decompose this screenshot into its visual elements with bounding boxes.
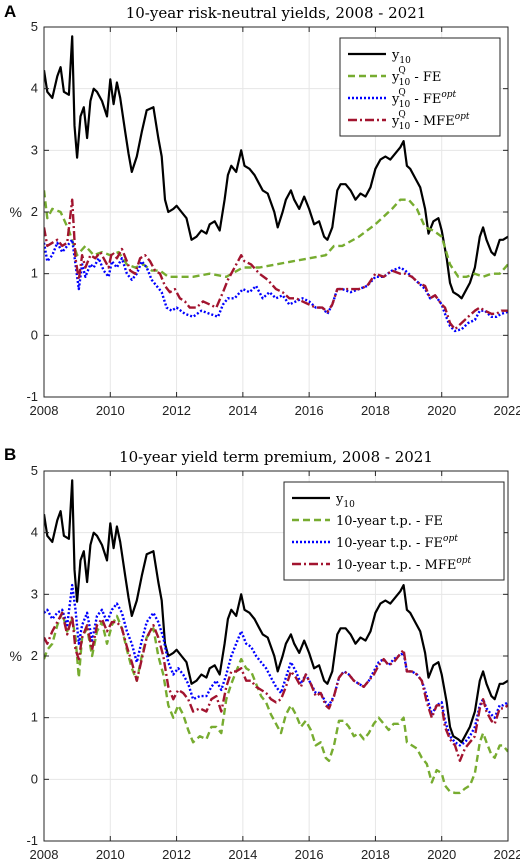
legend-label-sub: 10 (399, 56, 411, 66)
legend-label-suffix-sup: opt (456, 556, 471, 566)
y-tick-label: 4 (31, 81, 38, 96)
legend-label-1: y10 (391, 48, 411, 66)
legend-label-2: yQ 10 - FE (391, 66, 441, 88)
legend-label-sub: 10 (399, 122, 411, 132)
x-tick-label: 2008 (30, 403, 59, 418)
y-axis-label: % (10, 648, 22, 664)
panel-letter: B (4, 445, 16, 464)
legend-label-sub: 10 (399, 78, 411, 88)
legend-label-1: y10 (335, 492, 355, 510)
series-line-2 (44, 611, 508, 795)
legend-label-main: y (391, 70, 400, 85)
legend-label-suffix: - FE (410, 70, 441, 85)
y-tick-label: 5 (31, 19, 38, 34)
legend-label-4: yQ 10 - MFEopt (391, 110, 470, 132)
chart-title: 10-year risk-neutral yields, 2008 - 2021 (126, 4, 427, 22)
series-line-1 (44, 479, 508, 744)
legend-label-main: 10-year t.p. - FE (336, 536, 443, 551)
y-tick-label: 3 (31, 586, 38, 601)
x-tick-label: 2018 (361, 847, 390, 862)
x-tick-label: 2018 (361, 403, 390, 418)
x-tick-label: 2020 (427, 403, 456, 418)
legend-label-main: y (391, 48, 400, 63)
legend-label-main: y (391, 92, 400, 107)
legend-label-suffix-sup: opt (441, 90, 456, 100)
legend-label-4: 10-year t.p. - MFEopt (336, 556, 472, 573)
y-tick-label: 2 (31, 204, 38, 219)
y-tick-label: 2 (31, 648, 38, 663)
chart-title: 10-year yield term premium, 2008 - 2021 (119, 448, 433, 466)
x-tick-label: 2014 (228, 847, 257, 862)
legend-label-main: y (335, 492, 344, 507)
legend-label-3: yQ 10 - FEopt (391, 88, 457, 110)
legend-label-sup: Q (398, 110, 405, 120)
y-tick-label: 3 (31, 142, 38, 157)
x-tick-label: 2010 (96, 847, 125, 862)
y-tick-label: 0 (31, 327, 38, 342)
y-tick-label: 0 (31, 771, 38, 786)
x-tick-label: 2022 (494, 403, 520, 418)
y-tick-label: 5 (31, 463, 38, 478)
legend-label-sub: 10 (343, 500, 355, 510)
panel-letter: A (4, 2, 16, 21)
y-tick-label: -1 (26, 389, 38, 404)
y-tick-label: 4 (31, 525, 38, 540)
y-tick-label: 1 (31, 710, 38, 725)
x-tick-label: 2020 (427, 847, 456, 862)
x-tick-label: 2022 (494, 847, 520, 862)
legend-label-main: 10-year t.p. - FE (336, 514, 443, 529)
chart-panel-b: B 10-year yield term premium, 2008 - 2021… (4, 445, 520, 862)
x-tick-label: 2016 (295, 847, 324, 862)
x-tick-label: 2016 (295, 403, 324, 418)
series-line-4 (44, 198, 508, 331)
series-line-3 (44, 583, 508, 747)
legend-label-suffix-sup: opt (443, 534, 458, 544)
y-tick-label: 1 (31, 266, 38, 281)
legend-label-3: 10-year t.p. - FEopt (336, 534, 458, 551)
legend-label-sup: Q (398, 66, 405, 76)
series-line-4 (44, 611, 508, 762)
x-tick-label: 2012 (162, 847, 191, 862)
legend-label-main: 10-year t.p. - MFE (336, 558, 456, 573)
legend-label-sup: Q (398, 88, 405, 98)
legend-label-2: 10-year t.p. - FE (336, 514, 443, 529)
x-tick-label: 2014 (228, 403, 257, 418)
legend-label-suffix: - MFE (410, 114, 454, 129)
legend-label-suffix-sup: opt (455, 112, 470, 122)
x-tick-label: 2012 (162, 403, 191, 418)
series-line-1 (44, 35, 508, 300)
y-tick-label: -1 (26, 833, 38, 848)
y-axis-label: % (10, 204, 22, 220)
legend-label-main: y (391, 114, 400, 129)
legend-label-suffix: - FE (410, 92, 441, 107)
legend-label-sub: 10 (399, 100, 411, 110)
x-tick-label: 2008 (30, 847, 59, 862)
chart-panel-a: A 10-year risk-neutral yields, 2008 - 202… (4, 2, 520, 418)
x-tick-label: 2010 (96, 403, 125, 418)
